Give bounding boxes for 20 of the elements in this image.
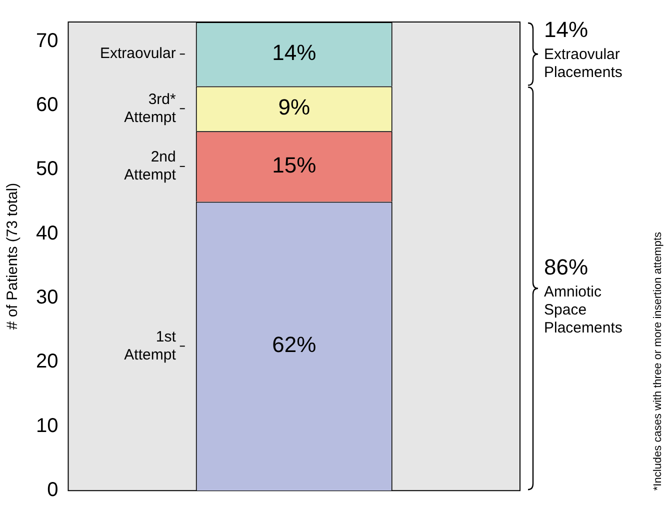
annotation: 62% bbox=[272, 332, 316, 358]
text: *Includes cases with three or more insertion attempts bbox=[652, 231, 664, 491]
text: 14% Extraovular Placements bbox=[544, 17, 622, 82]
y-tick-label: 30 bbox=[36, 286, 58, 309]
y-tick-label: 10 bbox=[36, 414, 58, 437]
y-tick-label: 70 bbox=[36, 30, 58, 52]
annotation: 15% bbox=[272, 152, 316, 178]
y-tick-label: 0 bbox=[47, 479, 58, 502]
series-label: 3rd* Attempt bbox=[124, 90, 177, 126]
annotation: 14% bbox=[272, 40, 316, 66]
annotation: 9% bbox=[278, 94, 310, 120]
text: 86% Amniotic Space Placements bbox=[544, 254, 622, 337]
series-label: 2nd Attempt bbox=[124, 148, 177, 184]
y-tick-label: 50 bbox=[36, 158, 58, 180]
series-label: Extraovular bbox=[100, 45, 176, 62]
y-tick-label: 40 bbox=[36, 222, 58, 244]
series-label: 1st Attempt bbox=[124, 328, 177, 364]
y-axis-title: # of Patients (73 total) bbox=[4, 182, 22, 330]
y-tick-label: 20 bbox=[36, 350, 58, 373]
y-tick-label: 60 bbox=[36, 94, 58, 116]
